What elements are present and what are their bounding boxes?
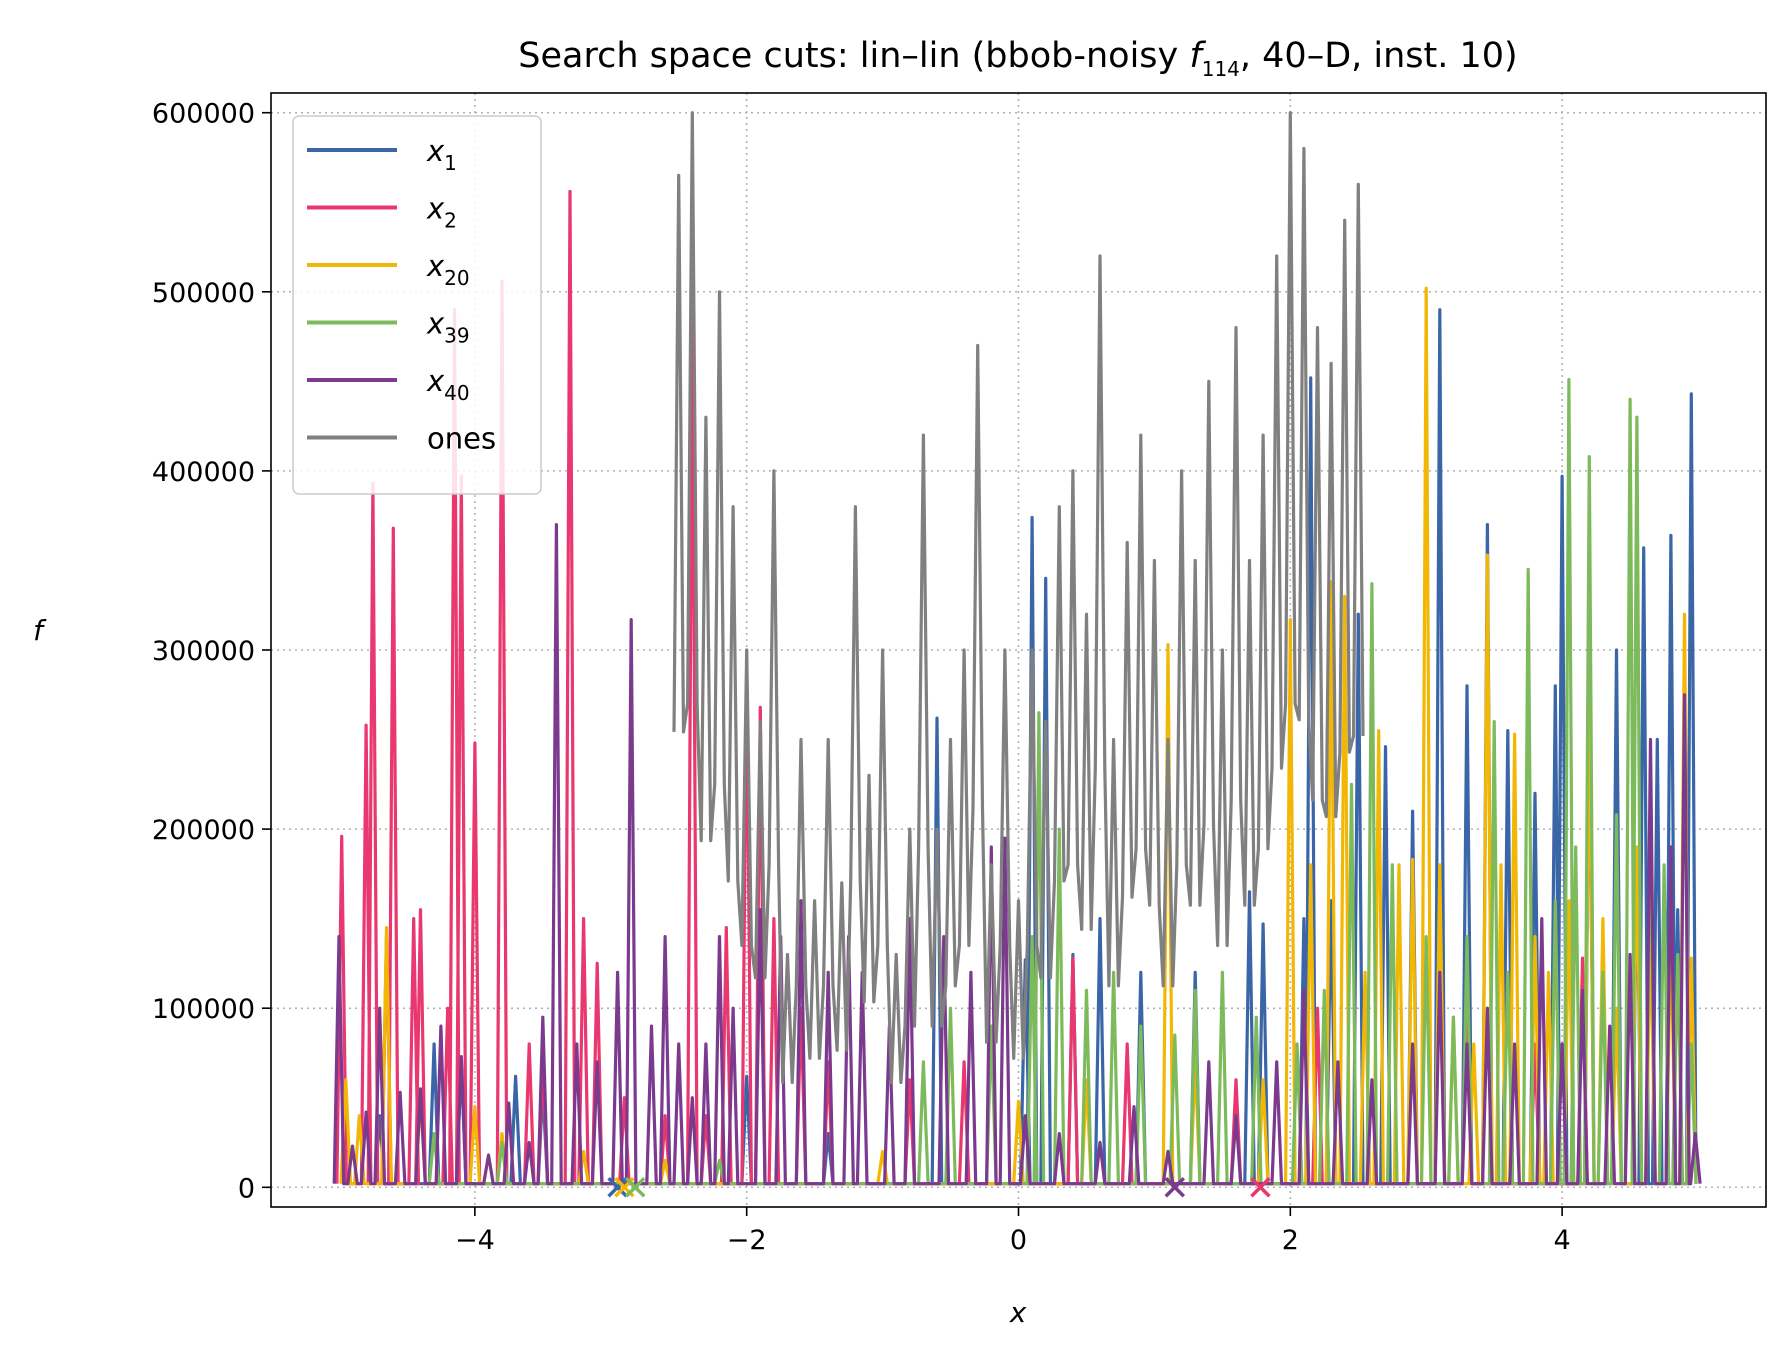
legend-entry: x40 [426, 364, 470, 405]
series-line-ones [672, 111, 1365, 1085]
x-tick-label: 4 [1554, 1225, 1571, 1256]
y-tick-label: 100000 [152, 994, 255, 1025]
legend-box [292, 115, 542, 495]
y-tick-label: 0 [238, 1173, 255, 1204]
y-tick-label: 300000 [152, 636, 255, 667]
chart-title: Search space cuts: lin–lin (bbob-noisy f… [518, 36, 1517, 81]
x-tick-label: −4 [455, 1225, 495, 1256]
y-tick-label: 200000 [152, 815, 255, 846]
y-axis-label: f [33, 614, 47, 647]
legend-entry: x39 [426, 307, 470, 348]
x-tick-label: 0 [1010, 1225, 1027, 1256]
y-axis: 0 100000 200000 300000 400000 500000 600000 [152, 99, 271, 1204]
x-axis-label: x [1009, 1296, 1027, 1329]
legend-entry: x2 [426, 192, 457, 233]
legend: x1 x2 x20 x39 x40 ones [292, 115, 542, 495]
min-marker-x1 [607, 1177, 628, 1198]
x-axis: −4 −2 0 2 4 [455, 1207, 1571, 1256]
minimum-markers [607, 1177, 1271, 1198]
y-tick-label: 400000 [152, 457, 255, 488]
legend-entry: x1 [426, 134, 457, 175]
x-tick-label: 2 [1282, 1225, 1299, 1256]
min-marker-x39 [624, 1177, 646, 1198]
min-marker-x40 [1164, 1177, 1186, 1198]
series-layer [332, 111, 1702, 1186]
y-tick-label: 600000 [152, 99, 255, 130]
min-marker-x2 [1250, 1177, 1271, 1198]
y-tick-label: 500000 [152, 278, 255, 309]
series-line-x39 [427, 378, 1698, 1186]
legend-entry: ones [427, 422, 496, 456]
x-tick-label: −2 [727, 1225, 767, 1256]
legend-entry: x20 [426, 249, 470, 290]
